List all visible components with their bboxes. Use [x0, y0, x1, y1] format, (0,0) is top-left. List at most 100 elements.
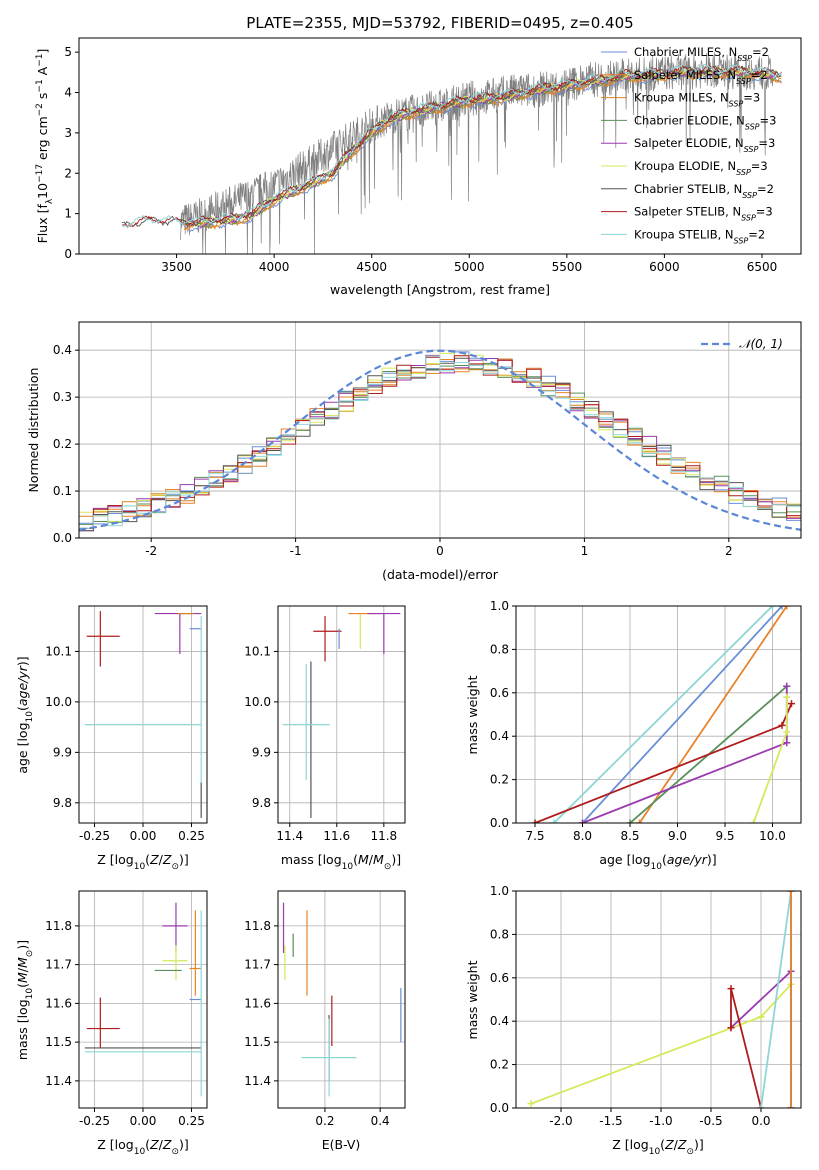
- y-tick-label: 10.0: [244, 695, 271, 709]
- y-tick-label: 1.0: [490, 599, 509, 613]
- x-tick-label: 0: [436, 544, 444, 558]
- mass-weight-vs-age-axes: 7.5 8.0 8.5 9.0 9.5 10.0 0.0 0.2 0.4 0.6 0.8 1.0: [490, 599, 801, 843]
- y-tick-label: 0.6: [490, 971, 509, 985]
- y-tick-label: 0.0: [490, 1101, 509, 1115]
- errorbar-point: [367, 612, 401, 654]
- mass-weight-line: [534, 703, 793, 823]
- y-tick-label: 11.7: [45, 958, 72, 972]
- y-tick-label: 0.4: [490, 1014, 509, 1028]
- model-line-kroupa-stelib: [121, 63, 782, 228]
- x-axis-label: mass [log10(M/M⊙)]: [281, 852, 401, 872]
- x-tick-label: 2: [725, 544, 733, 558]
- model-line-kroupa-miles: [184, 68, 782, 231]
- x-tick-label: 4500: [356, 260, 387, 274]
- mass-weight-marker: [757, 1104, 765, 1108]
- y-tick-label: 11.8: [45, 919, 72, 933]
- errorbar-point: [162, 945, 188, 981]
- x-tick-label: -1.0: [649, 1114, 672, 1128]
- y-tick-label: 11.5: [244, 1035, 271, 1049]
- mass-vs-ebv-axes: 0.2 0.4 11.4 11.5 11.6 11.7 11.8: [244, 891, 405, 1128]
- model-line-chabrier-stelib: [121, 65, 782, 228]
- y-tick-label: 11.5: [45, 1035, 72, 1049]
- mass-weight-marker: [727, 1024, 735, 1032]
- y-tick-label: 4: [64, 86, 72, 100]
- y-tick-label: 0.2: [53, 437, 72, 451]
- y-axis-label: mass weight: [465, 675, 480, 754]
- legend-label: Chabrier MILES, NSSP=2: [634, 45, 769, 63]
- x-tick-label: 5500: [552, 260, 583, 274]
- mass-weight-line: [581, 606, 783, 823]
- y-axis-label: Normed distribution: [26, 368, 41, 493]
- spectrum-axes: 3500 4000 4500 5000 5500 6000 6500 0 1 2 3 4 5: [64, 45, 777, 274]
- y-tick-label: 9.9: [252, 745, 271, 759]
- y-tick-label: 0.0: [490, 816, 509, 830]
- mass-weight-marker: [787, 1104, 795, 1108]
- figure-title: PLATE=2355, MJD=53792, FIBERID=0495, z=0…: [246, 14, 633, 32]
- x-tick-label: 9.0: [668, 829, 687, 843]
- observed-spectrum-line: [180, 52, 774, 254]
- mass-weight-line: [760, 891, 792, 1108]
- y-tick-label: 0.8: [490, 927, 509, 941]
- x-tick-label: -2: [145, 544, 157, 558]
- axes-frame: [515, 605, 802, 824]
- mass-weight-marker: [527, 1100, 535, 1108]
- y-tick-label: 9.8: [53, 796, 72, 810]
- y-tick-label: 9.8: [252, 796, 271, 810]
- mass-weight-marker: [787, 891, 795, 895]
- x-axis-label: Z [log10(Z/Z⊙)]: [97, 1137, 189, 1157]
- errorbar-point: [162, 902, 188, 953]
- mass-weight-marker: [783, 682, 791, 690]
- axes-frame: [78, 37, 802, 255]
- mass-weight-marker: [783, 728, 791, 736]
- y-tick-label: 3: [64, 126, 72, 140]
- x-tick-label: 0.00: [130, 829, 157, 843]
- x-tick-label: 0.00: [130, 1114, 157, 1128]
- errorbar-point: [154, 612, 202, 654]
- y-axis-label: mass [log10(M/M⊙)]: [15, 940, 35, 1060]
- x-tick-label: 10.0: [759, 829, 786, 843]
- x-tick-label: 0.2: [315, 1114, 334, 1128]
- axes-frame: [277, 605, 406, 824]
- x-tick-label: 0.0: [751, 1114, 770, 1128]
- x-tick-label: -0.25: [79, 1114, 110, 1128]
- y-tick-label: 0.0: [53, 531, 72, 545]
- y-tick-label: 0.2: [490, 1058, 509, 1072]
- mass-weight-marker: [579, 819, 586, 823]
- age-vs-metallicity-axes: -0.25 0.00 0.25 9.8 9.9 10.0 10.1: [45, 606, 207, 843]
- mass-weight-marker: [783, 693, 791, 701]
- x-tick-label: -0.25: [79, 829, 110, 843]
- y-tick-label: 11.6: [45, 996, 72, 1010]
- y-tick-label: 2: [64, 166, 72, 180]
- errorbar-point: [189, 910, 202, 996]
- y-tick-label: 11.4: [45, 1074, 72, 1088]
- x-tick-label: 4000: [259, 260, 290, 274]
- errorbar-point: [313, 616, 342, 662]
- errorbar-point: [301, 1018, 357, 1097]
- axes-frame: [515, 890, 802, 1109]
- y-tick-label: 0.1: [53, 484, 72, 498]
- x-tick-label: 0.25: [178, 1114, 205, 1128]
- errorbar-point: [282, 664, 330, 781]
- x-axis-label: (data-model)/error: [382, 567, 499, 582]
- x-tick-label: 6000: [649, 260, 680, 274]
- mass-weight-line: [730, 988, 762, 1108]
- axes-frame: [277, 890, 406, 1109]
- legend-label: 𝒩(0, 1): [739, 337, 783, 351]
- y-tick-label: 11.4: [244, 1074, 271, 1088]
- x-axis-label: Z [log10(Z/Z⊙)]: [97, 852, 189, 872]
- x-tick-label: 1: [581, 544, 589, 558]
- errorbar-point: [86, 611, 120, 667]
- x-tick-label: -1: [290, 544, 302, 558]
- mass-weight-line: [638, 606, 788, 823]
- y-tick-label: 0.4: [53, 343, 72, 357]
- model-line-kroupa-elodie: [184, 66, 782, 228]
- residual-histogram: [79, 355, 801, 538]
- y-tick-label: 0.3: [53, 390, 72, 404]
- mass-weight-marker: [636, 819, 643, 823]
- mass-weight-marker: [727, 985, 735, 993]
- x-tick-label: 5000: [454, 260, 485, 274]
- mass-weight-marker: [788, 700, 795, 708]
- axes-frame: [78, 890, 208, 1109]
- x-tick-label: 7.5: [525, 829, 544, 843]
